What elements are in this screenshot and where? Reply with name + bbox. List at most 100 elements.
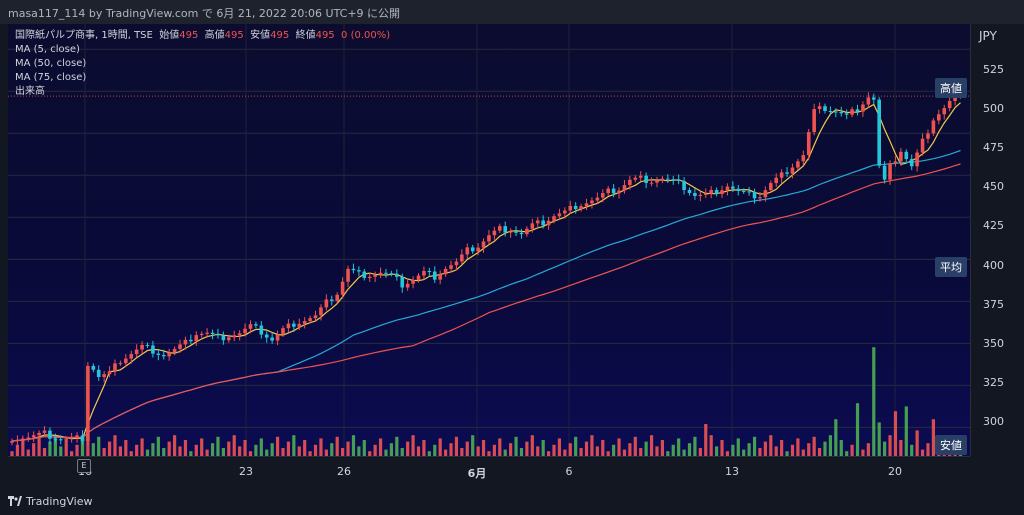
candle-body — [812, 109, 816, 133]
volume-bar — [308, 451, 312, 456]
candle-body — [281, 328, 285, 335]
candle-body — [405, 283, 410, 288]
candle-body — [42, 430, 47, 433]
candle-body — [628, 179, 632, 186]
time-axis[interactable]: 16 23 26 6月 6 13 20 — [8, 456, 970, 489]
candle-body — [21, 438, 25, 440]
volume-bar — [238, 446, 242, 456]
candle-body — [64, 438, 68, 440]
candle-body — [400, 276, 405, 288]
price-axis[interactable]: JPY 525 500 475 450 425 400 375 350 325 … — [970, 24, 1024, 456]
volume-bar — [920, 449, 925, 456]
candle-body — [259, 325, 264, 335]
volume-bar — [319, 438, 323, 456]
candle-body — [823, 106, 827, 111]
volume-bar — [335, 436, 339, 456]
candle-body — [308, 318, 312, 322]
volume-bar — [519, 448, 524, 456]
ma50-line — [11, 149, 961, 442]
candle-body — [313, 315, 318, 319]
candle-body — [270, 337, 274, 341]
volume-bar — [666, 451, 670, 456]
candle-body — [378, 272, 383, 275]
candle-body — [438, 274, 442, 280]
volume-bar — [32, 443, 36, 456]
candle-body — [199, 333, 204, 336]
candle-body — [221, 335, 226, 341]
candle-body — [633, 177, 638, 180]
price-chart-svg[interactable] — [8, 24, 970, 456]
volume-bar — [183, 440, 188, 456]
legend-symbol-row[interactable]: 国際紙パルプ商事, 1時間, TSE 始値495 高値495 安値495 終値4… — [15, 29, 390, 43]
legend-low-value: 495 — [270, 30, 290, 41]
volume-bar — [606, 451, 610, 456]
tradingview-logo[interactable]: TradingView — [8, 495, 92, 508]
candle-body — [655, 180, 659, 183]
tradingview-logo-icon — [8, 496, 22, 506]
footer: TradingView — [0, 488, 1024, 515]
candle-body — [611, 188, 616, 194]
volume-bar — [145, 449, 150, 456]
legend-indicator-ma50[interactable]: MA (50, close) — [15, 58, 87, 69]
candle-body — [492, 230, 497, 236]
volume-bar — [275, 436, 280, 456]
candle-body — [866, 97, 871, 105]
low-price-tag: 安値 — [935, 435, 967, 455]
volume-bar — [655, 446, 659, 456]
candle-body — [579, 206, 583, 210]
candle-body — [362, 271, 367, 278]
ma5-line — [11, 102, 961, 442]
legend-indicator-ma5[interactable]: MA (5, close) — [15, 44, 80, 55]
volume-bar — [140, 438, 144, 456]
volume-bar — [536, 446, 540, 456]
volume-bar — [205, 449, 209, 456]
candle-body — [747, 191, 751, 193]
volume-bar — [682, 449, 686, 456]
volume-bar — [438, 438, 442, 456]
volume-bar — [416, 446, 421, 456]
candle-body — [373, 274, 377, 277]
candle-body — [324, 299, 329, 308]
legend-close-label: 終値 — [295, 30, 316, 41]
earnings-marker[interactable]: E — [77, 459, 91, 473]
volume-bar — [845, 451, 849, 456]
volume-bar — [893, 411, 898, 456]
legend-indicator-volume[interactable]: 出来高 — [15, 86, 45, 97]
candle-body — [58, 439, 63, 441]
volume-bar — [75, 444, 79, 456]
legend-symbol[interactable]: 国際紙パルプ商事, 1時間, TSE — [15, 30, 153, 41]
legend: 国際紙パルプ商事, 1時間, TSE 始値495 高値495 安値495 終値4… — [15, 29, 390, 99]
candle-body — [508, 231, 513, 233]
volume-bar — [297, 446, 301, 456]
candle-body — [340, 281, 345, 295]
candle-body — [676, 179, 681, 181]
candle-body — [839, 111, 844, 114]
candle-body — [443, 268, 448, 275]
legend-open-value: 495 — [179, 30, 199, 41]
candle-body — [861, 104, 865, 112]
volume-bar — [303, 440, 307, 456]
x-tick-label: 26 — [337, 465, 351, 478]
legend-indicator-ma75[interactable]: MA (75, close) — [15, 72, 87, 83]
candle-body — [178, 344, 182, 349]
candle-body — [134, 349, 139, 355]
candle-body — [666, 178, 670, 180]
price-pane[interactable] — [8, 24, 970, 456]
candle-body — [568, 205, 573, 211]
candle-body — [416, 275, 421, 281]
candle-body — [189, 339, 193, 342]
candle-body — [774, 177, 779, 184]
candle-body — [682, 180, 686, 190]
volume-bar — [227, 441, 231, 456]
candle-body — [470, 247, 475, 252]
y-tick-label: 500 — [983, 102, 1004, 115]
candle-body — [769, 183, 773, 191]
volume-bar — [53, 435, 57, 456]
volume-bar — [465, 441, 469, 456]
candle-body — [752, 191, 757, 199]
volume-bar — [129, 451, 133, 456]
volume-bar — [720, 440, 724, 456]
candle-body — [714, 189, 719, 194]
volume-bar — [232, 435, 236, 456]
volume-bar — [687, 443, 692, 456]
